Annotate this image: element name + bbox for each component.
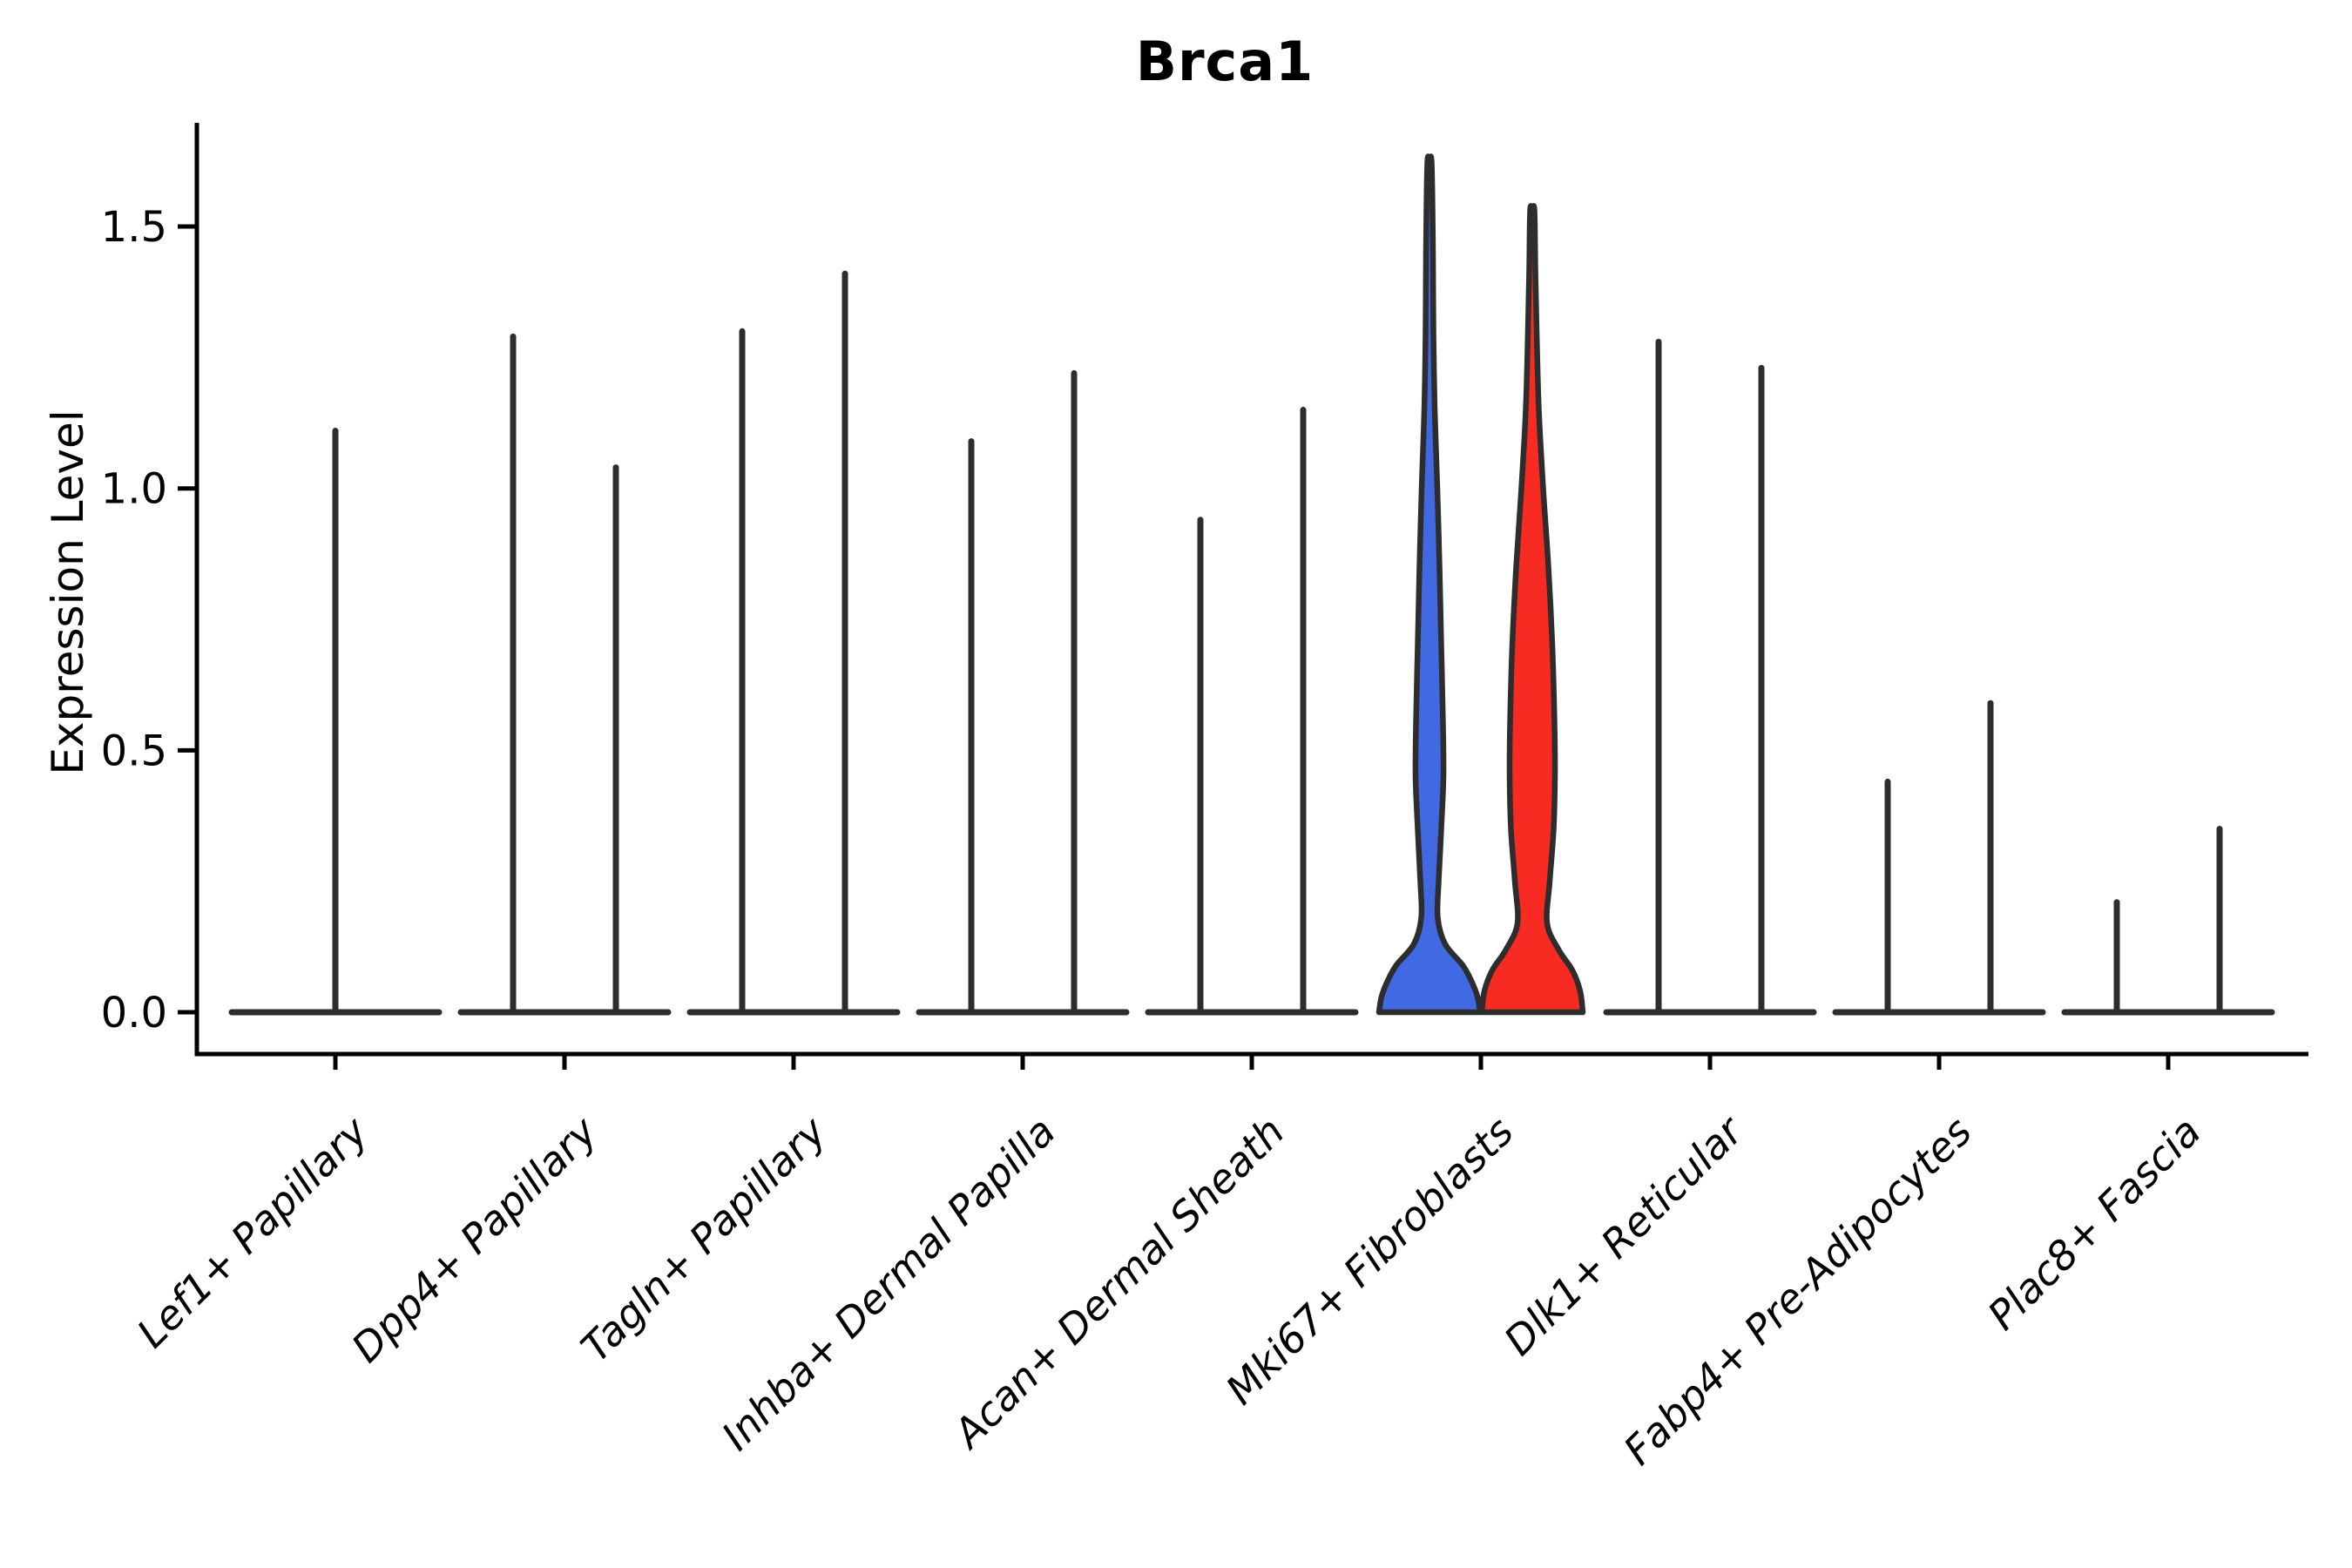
x-tick-label: Dlk1+ Reticular — [1495, 1105, 1754, 1364]
y-tick-label: 1.5 — [101, 203, 167, 252]
violin-blue — [1375, 153, 1484, 1016]
y-tick-label: 0.5 — [101, 727, 167, 775]
y-tick-label: 0.0 — [101, 989, 167, 1037]
x-tick-label: Dpp4+ Papillary — [342, 1107, 606, 1371]
y-tick-label: 1.0 — [101, 465, 167, 514]
x-tick-label: Plac8+ Fascia — [1978, 1108, 2209, 1339]
plot-title: Brca1 — [1135, 30, 1315, 93]
x-tick-label: Tagln+ Papillary — [571, 1107, 835, 1371]
x-tick-label: Lef1+ Papillary — [128, 1107, 377, 1356]
violin-red — [1478, 203, 1586, 1016]
